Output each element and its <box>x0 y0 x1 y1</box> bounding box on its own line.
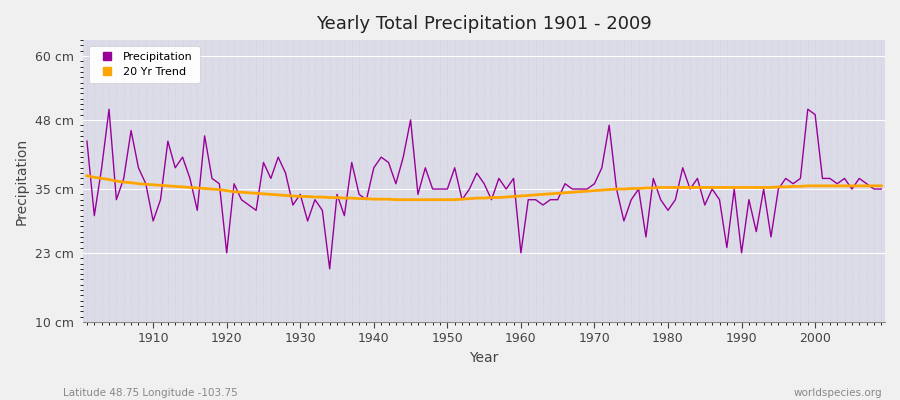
Y-axis label: Precipitation: Precipitation <box>15 138 29 225</box>
Legend: Precipitation, 20 Yr Trend: Precipitation, 20 Yr Trend <box>89 46 200 84</box>
Title: Yearly Total Precipitation 1901 - 2009: Yearly Total Precipitation 1901 - 2009 <box>316 15 652 33</box>
Text: Latitude 48.75 Longitude -103.75: Latitude 48.75 Longitude -103.75 <box>63 388 238 398</box>
X-axis label: Year: Year <box>470 351 499 365</box>
Text: worldspecies.org: worldspecies.org <box>794 388 882 398</box>
